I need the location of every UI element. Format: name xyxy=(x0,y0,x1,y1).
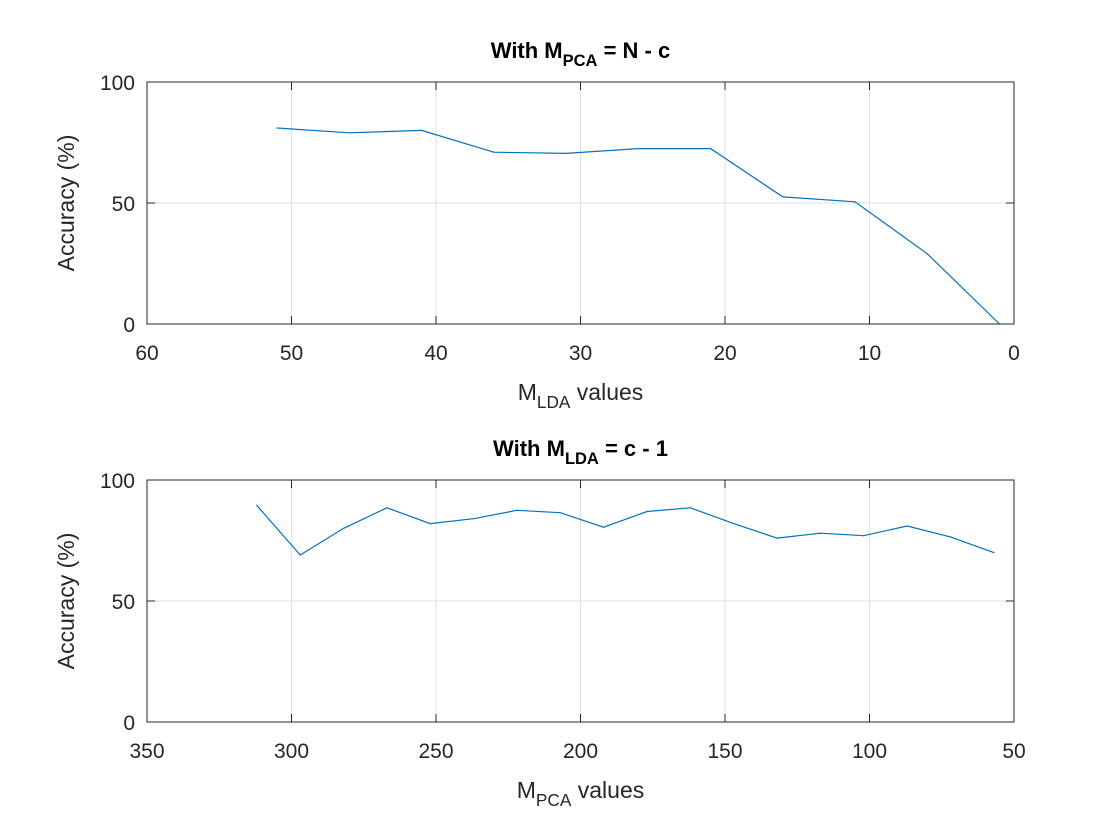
data-point xyxy=(646,510,648,513)
x-axis-label: MPCA values xyxy=(517,777,645,810)
y-tick-label: 0 xyxy=(123,712,135,735)
data-point xyxy=(276,127,278,129)
data-point xyxy=(637,148,639,150)
data-point xyxy=(516,509,518,511)
data-point xyxy=(603,526,605,528)
data-point xyxy=(733,523,735,525)
data-point xyxy=(782,196,784,198)
data-point xyxy=(559,512,561,514)
data-point xyxy=(386,507,388,509)
x-tick-label: 20 xyxy=(713,342,736,365)
x-tick-label: 300 xyxy=(274,740,309,763)
x-tick-label: 40 xyxy=(424,342,447,365)
x-tick-label: 10 xyxy=(858,342,881,365)
data-point xyxy=(993,552,995,554)
y-tick-label: 50 xyxy=(112,193,135,216)
data-point xyxy=(906,525,908,527)
data-point xyxy=(863,535,865,537)
data-point xyxy=(776,537,778,539)
y-tick-label: 100 xyxy=(100,470,135,493)
data-point xyxy=(949,536,952,538)
chart-2: 350 300 250 200 150 100 50 0 50 100 With MLDA = c … xyxy=(53,436,1026,810)
series-line xyxy=(256,505,995,556)
data-point xyxy=(710,148,712,150)
data-point xyxy=(429,523,431,525)
y-axis-label: Accuracy (%) xyxy=(53,533,79,670)
y-tick-label: 50 xyxy=(112,591,135,614)
x-tick-label: 350 xyxy=(129,740,164,763)
x-tick-label: 250 xyxy=(418,740,453,763)
x-tick-label: 0 xyxy=(1008,342,1020,365)
x-axis-label: MLDA values xyxy=(518,379,644,412)
data-point xyxy=(256,504,258,506)
data-point xyxy=(819,532,822,534)
chart-title: With MLDA = c - 1 xyxy=(493,436,668,468)
data-point xyxy=(493,151,495,153)
x-tick-label: 60 xyxy=(135,342,158,365)
data-point xyxy=(348,132,350,134)
data-point xyxy=(689,507,691,509)
x-tick-label: 150 xyxy=(707,740,742,763)
y-tick-label: 100 xyxy=(100,72,135,95)
x-tick-label: 30 xyxy=(569,342,592,365)
data-point xyxy=(854,201,856,203)
data-point xyxy=(473,518,475,520)
x-tick-label: 200 xyxy=(563,740,598,763)
data-point xyxy=(565,152,567,154)
x-tick-label: 100 xyxy=(852,740,887,763)
y-tick-label: 0 xyxy=(123,314,135,337)
data-point xyxy=(421,129,423,131)
chart-title: With MPCA = N - c xyxy=(491,38,670,70)
y-axis-label: Accuracy (%) xyxy=(53,135,79,272)
data-point xyxy=(342,527,345,530)
data-point xyxy=(926,253,928,255)
x-tick-label: 50 xyxy=(1002,740,1025,763)
x-tick-label: 50 xyxy=(280,342,303,365)
data-point xyxy=(299,554,301,556)
